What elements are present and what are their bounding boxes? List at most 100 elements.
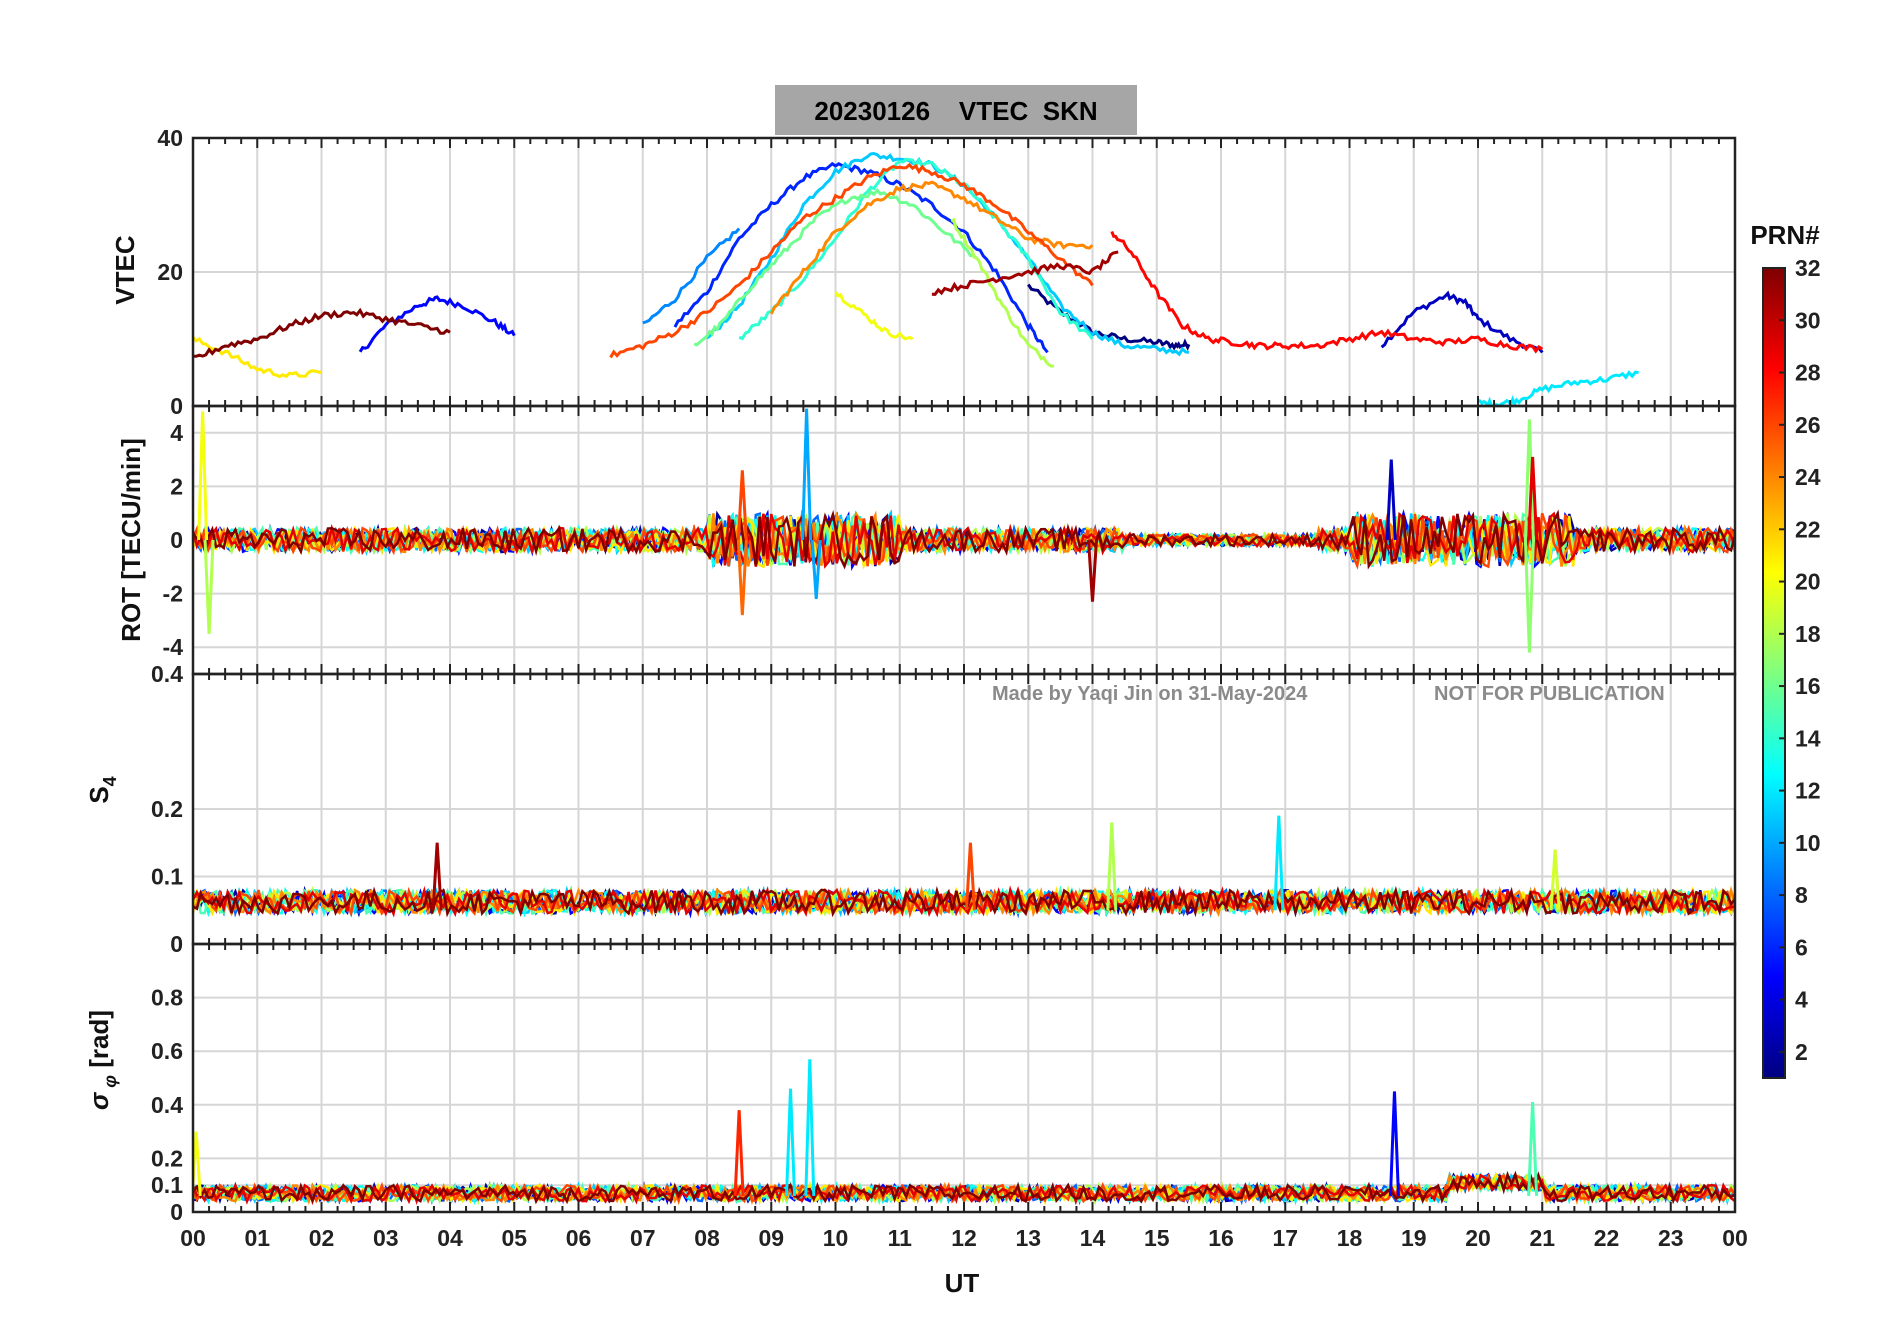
s4-y-tick-label: 0.1 (151, 864, 183, 890)
x-tick-label: 19 (1401, 1225, 1427, 1251)
watermark-author: Made by Yaqi Jin on 31-May-2024 (992, 683, 1308, 705)
rot-trace-prn-32 (193, 509, 1735, 570)
title-box (775, 85, 1137, 135)
sigma-phi-spike-prn-5 (1388, 1091, 1400, 1196)
vtec-series-prn-28 (1110, 230, 1544, 354)
vtec-series-prn-11 (706, 151, 1190, 357)
x-tick-label: 10 (823, 1225, 849, 1251)
sigma-phi-y-tick-label: 0.4 (151, 1092, 183, 1118)
vtec-series-prn-3 (1380, 290, 1544, 354)
vtec-y-tick-label: 20 (157, 259, 183, 285)
rot-spike-prn-18 (203, 539, 215, 634)
x-tick-label: 17 (1272, 1225, 1298, 1251)
x-tick-label: 00 (180, 1225, 206, 1251)
rot-y-tick-label: 0 (170, 527, 183, 553)
x-tick-label: 23 (1658, 1225, 1684, 1251)
x-tick-label: 22 (1594, 1225, 1620, 1251)
vtec-y-tick-label: 40 (157, 125, 183, 151)
x-tick-label: 03 (373, 1225, 399, 1251)
x-tick-label: 06 (566, 1225, 592, 1251)
x-tick-label: 01 (244, 1225, 270, 1251)
s4-trace-prn-32 (193, 885, 1735, 918)
x-tick-label: 21 (1529, 1225, 1555, 1251)
colorbar-tick-label: 12 (1795, 778, 1821, 804)
sigma-phi-y-tick-label: 0 (170, 1199, 183, 1225)
rot-spike-prn-29 (1527, 456, 1539, 541)
rot-spike-prn-10 (801, 408, 813, 541)
x-tick-label: 20 (1465, 1225, 1491, 1251)
sigma-phi-frame (191, 942, 1737, 1214)
rot-y-tick-label: -2 (163, 581, 183, 607)
rot-spike-prn-26 (736, 470, 748, 541)
vtec-series-prn-5 (358, 295, 516, 353)
rot-spike-prn-10 (810, 539, 822, 600)
vtec-series (193, 151, 1639, 406)
colorbar-tick-label: 22 (1795, 516, 1821, 542)
x-tick-label: 18 (1337, 1225, 1363, 1251)
sigma-phi-panel: 00.10.2 0.4 0.6 0.8 (151, 942, 1737, 1225)
vtec-panel: 0 20 40 (157, 125, 1737, 419)
x-tick-label: 16 (1208, 1225, 1234, 1251)
s4-series (193, 815, 1735, 919)
x-tick-label: 00 (1722, 1225, 1748, 1251)
x-axis-label: UT (945, 1268, 980, 1298)
rot-trace-prn-29 (193, 511, 1735, 569)
x-tick-label: 13 (1015, 1225, 1041, 1251)
x-tick-label: 14 (1080, 1225, 1106, 1251)
vtec-series-prn-9 (642, 227, 741, 325)
x-tick-label: 08 (694, 1225, 720, 1251)
colorbar-tick-label: 30 (1795, 307, 1821, 333)
rot-axis-label: ROT [TECU/min] (116, 438, 146, 642)
s4-y-tick-label: 0.4 (151, 661, 183, 687)
sigma-phi-spike-prn-12 (785, 1088, 797, 1196)
colorbar-tick-label: 10 (1795, 830, 1821, 856)
rot-y-tick-label: -4 (163, 634, 184, 660)
s4-spike-prn-19 (1549, 849, 1561, 911)
s4-axis-label: S4 (84, 776, 120, 803)
sigma-phi-y-tick-label: 0.6 (151, 1038, 183, 1064)
rot-y-tick-label: 4 (170, 420, 183, 446)
colorbar-tick-label: 6 (1795, 934, 1808, 960)
s4-trace-prn-29 (193, 885, 1735, 918)
sigma-phi-trace-prn-32 (193, 1170, 1735, 1205)
x-tick-label: 09 (758, 1225, 784, 1251)
rot-y-tick-label: 2 (170, 473, 183, 499)
colorbar-label: PRN# (1750, 220, 1820, 250)
rot-spike-prn-25 (736, 539, 748, 616)
colorbar-tick-label: 8 (1795, 882, 1808, 908)
colorbar-tick-label: 4 (1795, 987, 1808, 1013)
rot-panel: -4 -2 0 2 4 (163, 404, 1737, 676)
s4-spike-prn-26 (964, 842, 976, 911)
s4-spike-prn-12 (1273, 815, 1285, 911)
x-tick-label: 02 (309, 1225, 335, 1251)
colorbar-tick-label: 20 (1795, 569, 1821, 595)
vtec-series-prn-26 (609, 162, 1094, 359)
sigma-phi-spike-prn-27 (733, 1110, 745, 1196)
x-tick-label: 07 (630, 1225, 656, 1251)
sigma-phi-spike-prn-12 (804, 1059, 816, 1196)
rot-spike-prn-20 (197, 411, 209, 541)
sigma-phi-spike-prn-15 (1527, 1102, 1539, 1196)
s4-y-tick-label: 0 (170, 931, 183, 957)
s4-panel: 0 0.1 0.2 0.4 (151, 661, 1737, 957)
colorbar-tick-label: 18 (1795, 621, 1821, 647)
sigma-phi-y-tick-label: 0.8 (151, 985, 183, 1011)
rot-spike-prn-17 (1523, 419, 1535, 541)
vtec-series-prn-6 (673, 161, 1049, 354)
figure-title: 20230126 VTEC SKN (814, 96, 1097, 126)
s4-spike-prn-18 (1106, 822, 1118, 911)
rot-series (193, 408, 1735, 653)
s4-spike-prn-31 (431, 842, 443, 911)
colorbar-tick-label: 14 (1795, 725, 1821, 751)
sigma-phi-y-tick-label: 0.1 (151, 1172, 183, 1198)
x-tick-label: 15 (1144, 1225, 1170, 1251)
s4-y-tick-label: 0.2 (151, 796, 183, 822)
vtec-series-prn-16 (693, 187, 978, 347)
rot-spike-prn-17 (1523, 539, 1535, 653)
vtec-series-prn-20 (834, 291, 914, 341)
x-tick-label: 04 (437, 1225, 463, 1251)
colorbar-tick-label: 2 (1795, 1039, 1808, 1065)
colorbar-tick-label: 28 (1795, 360, 1821, 386)
sigma-phi-series (193, 1059, 1735, 1206)
